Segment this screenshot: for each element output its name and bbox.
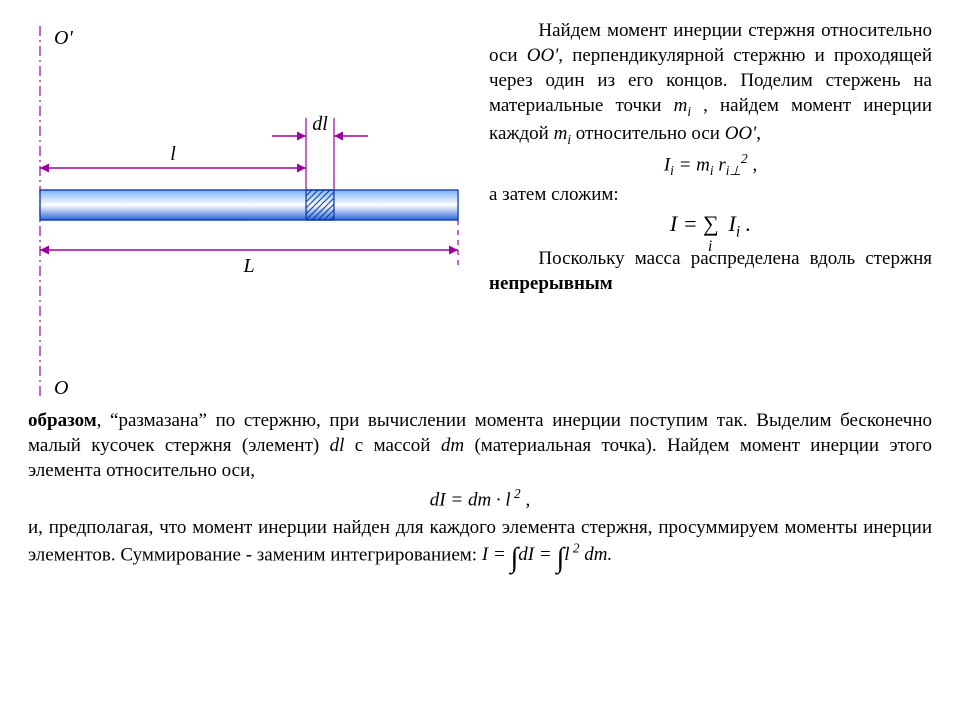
equation-I-sum: I = ∑i Ii . <box>489 209 932 243</box>
svg-text:L: L <box>242 255 254 277</box>
symbol-OO: OO' <box>527 45 559 66</box>
svg-text:O: O <box>54 377 68 399</box>
equation-Ii: Ii = mi ri⊥2 , <box>489 150 932 180</box>
symbol-mi-2: mi <box>554 123 571 144</box>
text-p4: и, предполагая, что момент инерции найде… <box>28 517 932 565</box>
equation-dI: dI = dm · l 2 , <box>28 485 932 512</box>
text-bold-continuation: образом <box>28 410 97 431</box>
equation-integral: I = ∫dI = ∫l 2 dm. <box>482 544 612 565</box>
figure-moment-of-inertia-rod: O' Odl l L <box>28 18 473 408</box>
svg-text:O': O' <box>54 27 73 49</box>
symbol-dl: dl <box>330 435 345 456</box>
text-p2: а затем сложим: <box>489 182 932 207</box>
symbol-dm: dm <box>441 435 464 456</box>
text-bold-continuous: непрерывным <box>489 273 613 294</box>
text-p3a: Поскольку масса распределена вдоль стерж… <box>538 248 932 269</box>
symbol-OO-2: OO' <box>725 123 757 144</box>
svg-text:l: l <box>170 143 176 165</box>
symbol-mi-1: mi <box>674 95 691 116</box>
text-p1d: относительно оси <box>576 123 725 144</box>
right-column-text: Найдем момент инерции стержня относитель… <box>489 18 932 408</box>
text-p3c: с массой <box>355 435 441 456</box>
text-p1e: , <box>756 123 761 144</box>
svg-text:dl: dl <box>312 113 328 135</box>
